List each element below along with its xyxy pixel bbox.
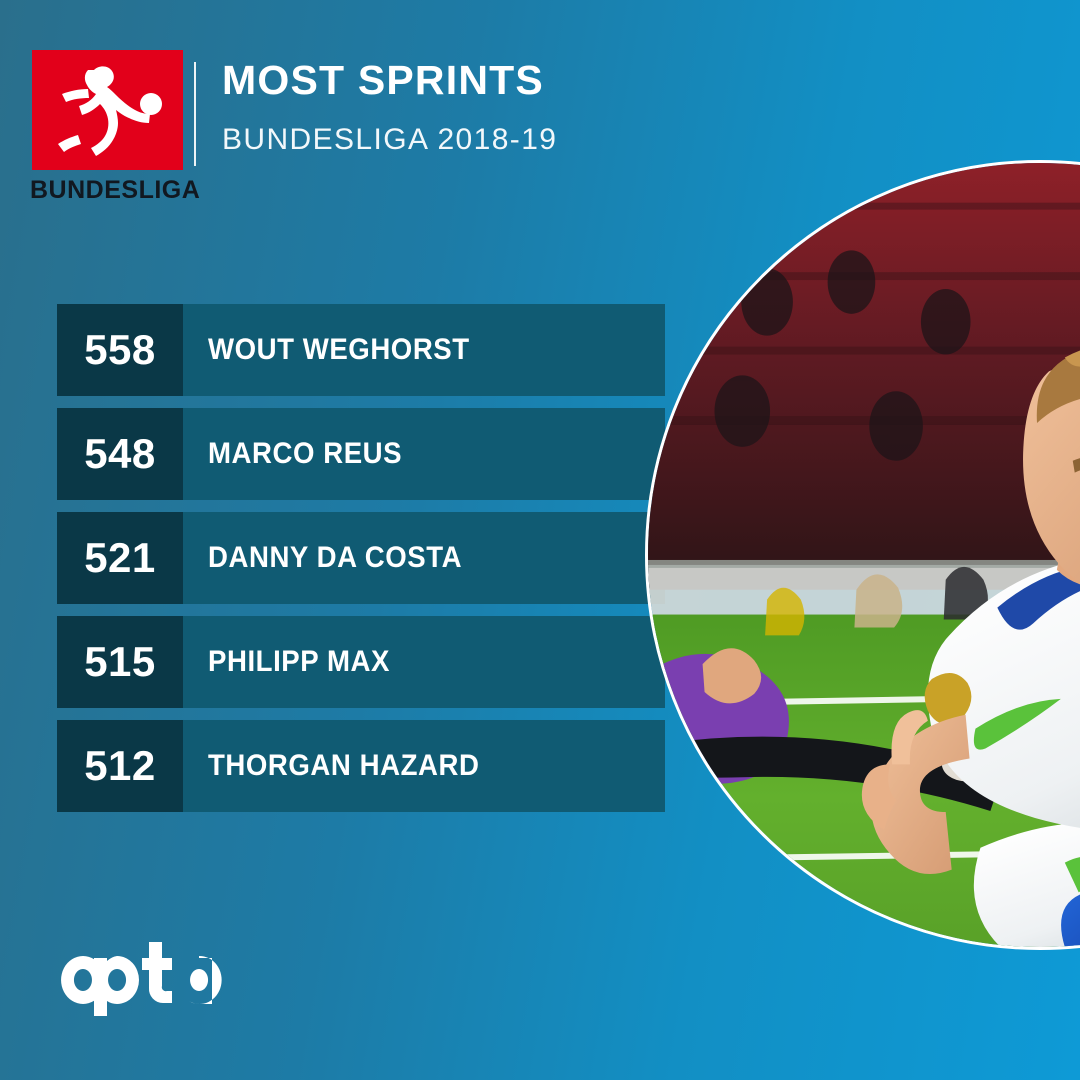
player-name: THORGAN HAZARD [208,749,480,782]
table-row: 515 PHILIPP MAX [57,616,665,708]
table-row: 521 DANNY DA COSTA [57,512,665,604]
player-name: PHILIPP MAX [208,645,390,678]
sprint-count: 515 [84,638,156,685]
sprint-count: 558 [84,326,156,373]
player-name: WOUT WEGHORST [208,333,470,366]
page-subtitle: BUNDESLIGA 2018-19 [222,123,558,156]
sprint-count-block: 515 [57,616,183,708]
opta-logo [57,938,257,1016]
header: BUNDESLIGA MOST SPRINTS BUNDESLIGA 2018-… [0,0,1080,220]
header-divider [194,62,196,166]
bundesliga-wordmark: BUNDESLIGA [30,176,201,204]
sprint-count-block: 521 [57,512,183,604]
table-row: 558 WOUT WEGHORST [57,304,665,396]
player-name-block: WOUT WEGHORST [183,304,665,396]
sprint-count-block: 548 [57,408,183,500]
sprint-count-block: 512 [57,720,183,812]
bundesliga-logo [32,50,183,170]
opta-logo-icon [61,942,222,1016]
player-name-block: DANNY DA COSTA [183,512,665,604]
player-name-block: MARCO REUS [183,408,665,500]
player-name: MARCO REUS [208,437,403,470]
sprint-count-block: 558 [57,304,183,396]
bundesliga-footballer-icon [58,66,162,156]
sprint-count: 521 [84,534,156,581]
player-name-block: PHILIPP MAX [183,616,665,708]
page-title: MOST SPRINTS [222,57,544,103]
table-row: 512 THORGAN HAZARD [57,720,665,812]
sprint-count: 548 [84,430,156,477]
table-row: 548 MARCO REUS [57,408,665,500]
player-name-block: THORGAN HAZARD [183,720,665,812]
sprint-count: 512 [84,742,156,789]
player-name: DANNY DA COSTA [208,541,463,574]
